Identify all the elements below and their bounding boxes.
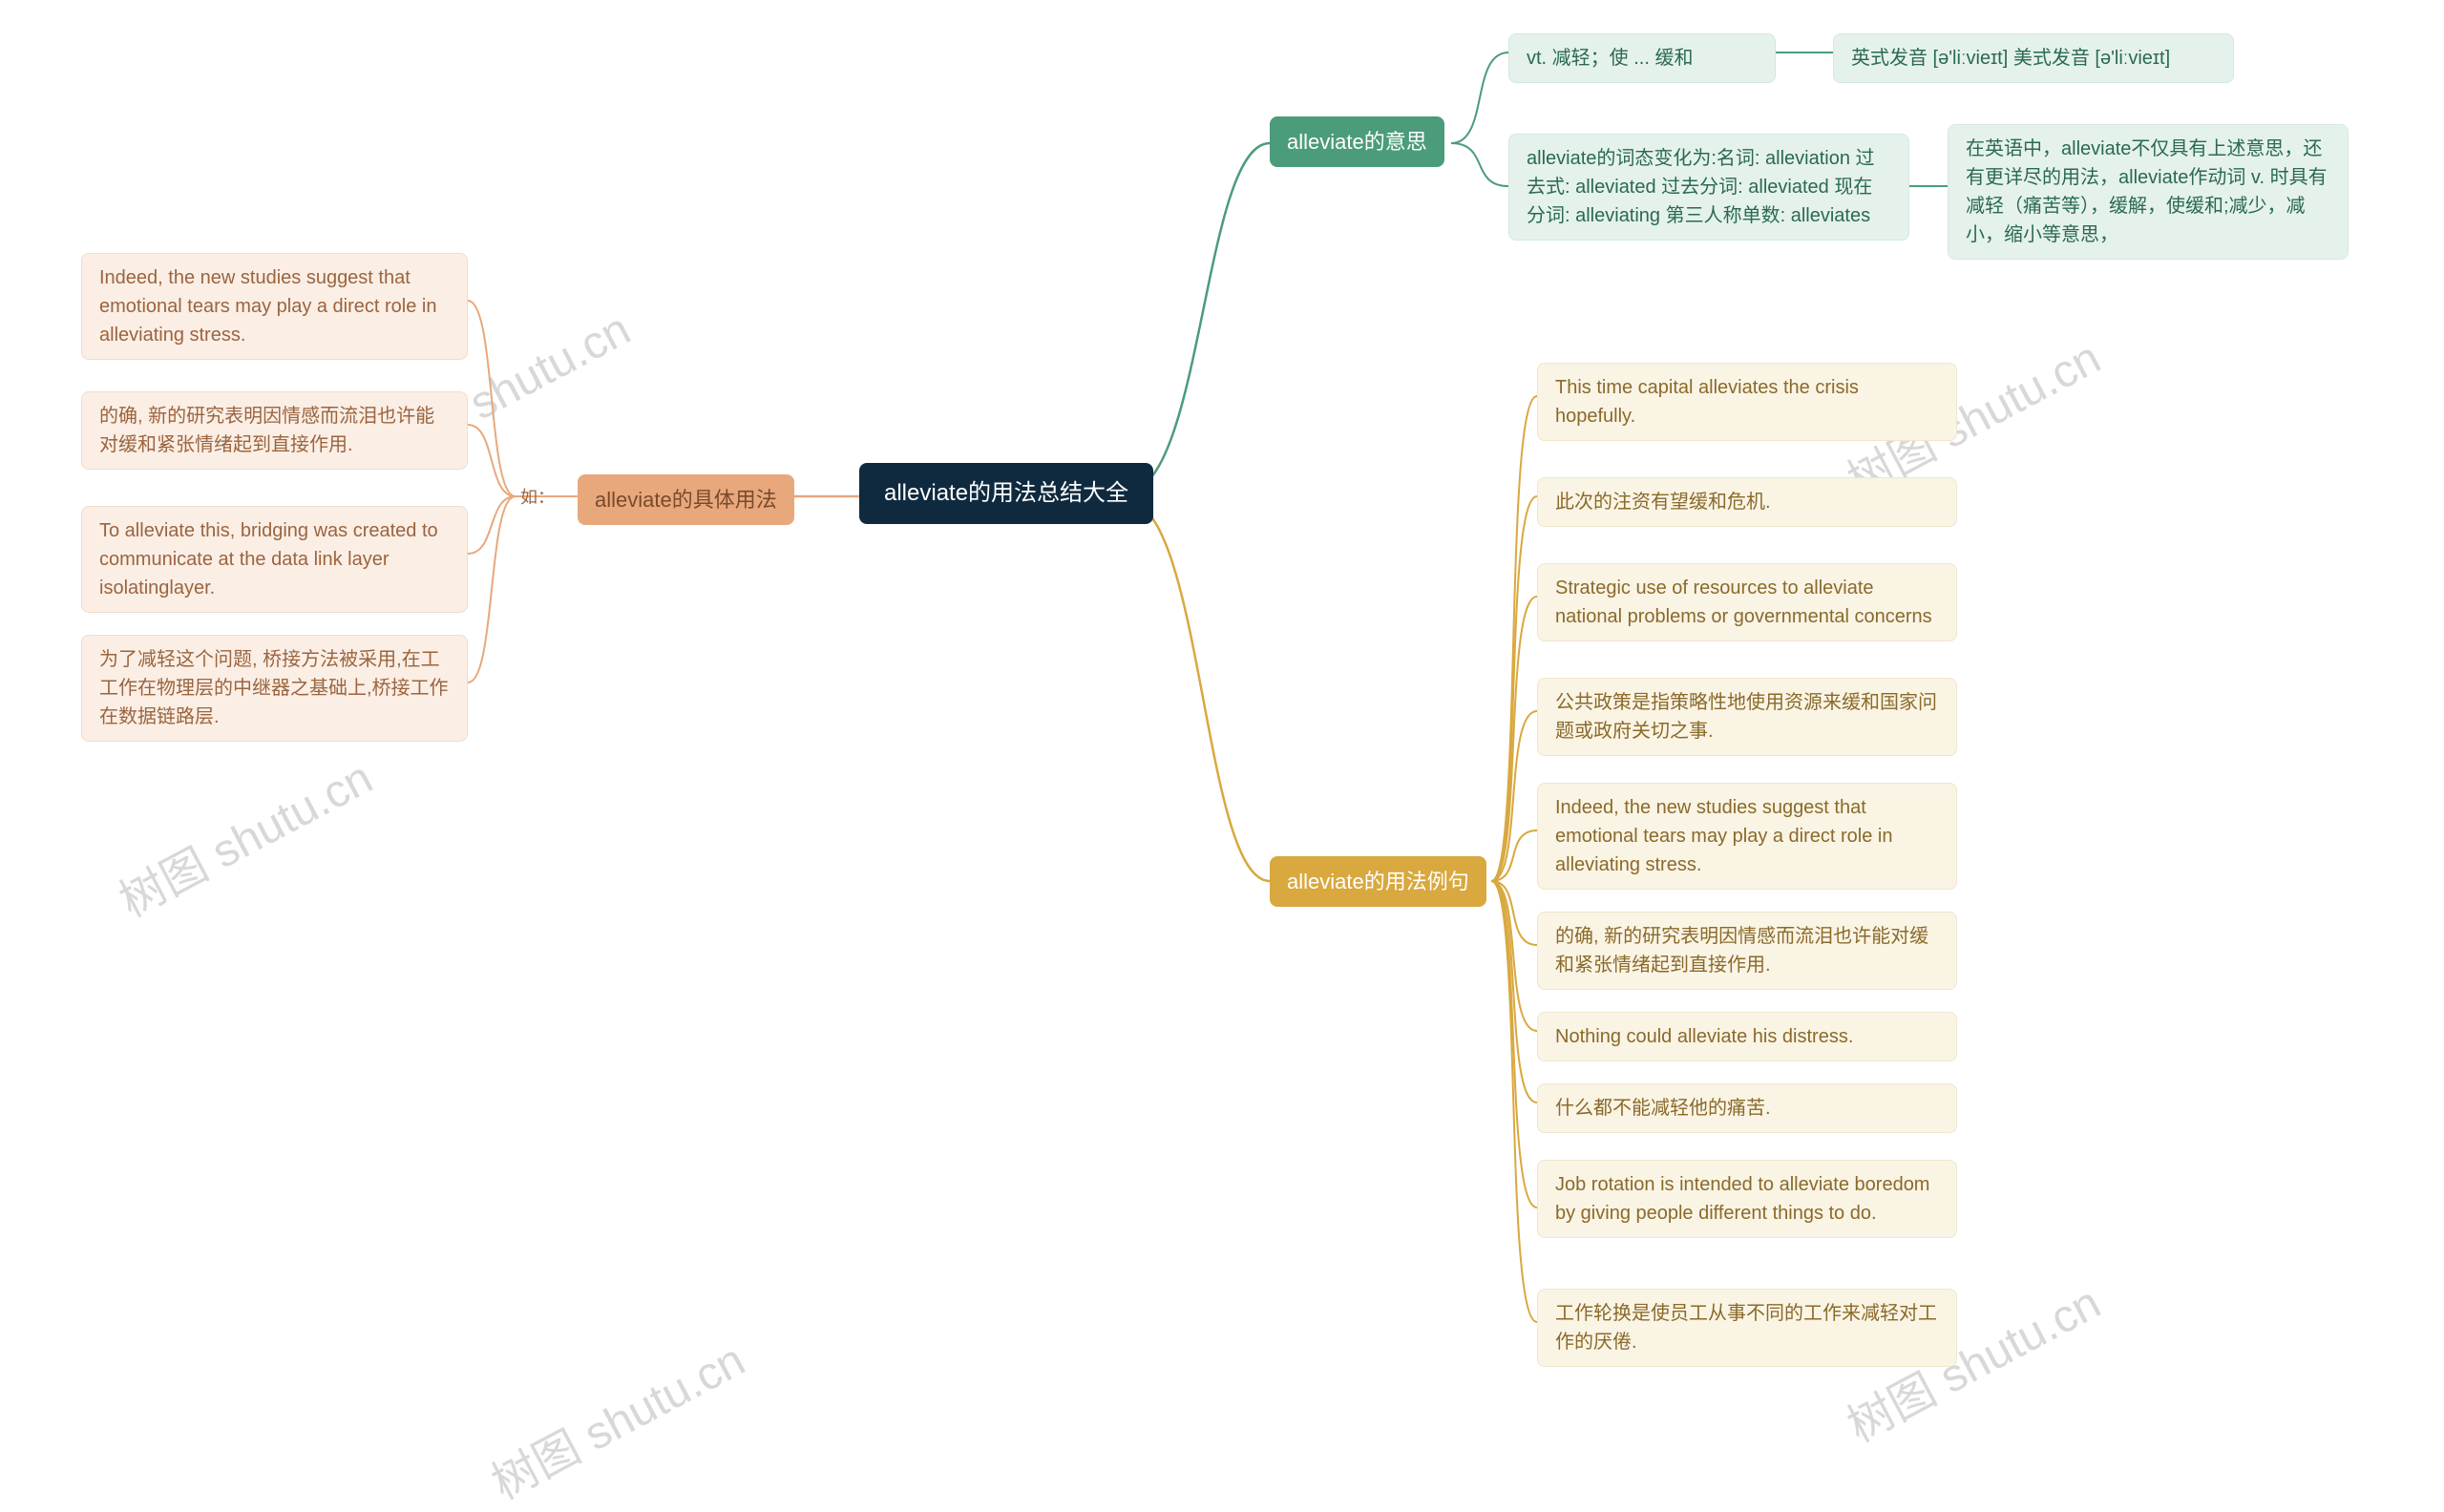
meaning-leaf-1-text: alleviate的词态变化为:名词: alleviation 过去式: all… [1527, 148, 1875, 226]
branch-meaning-label: alleviate的意思 [1287, 130, 1427, 154]
meaning-leaf-0-child: 英式发音 [ə'liːvieɪt] 美式发音 [ə'liːvieɪt] [1833, 33, 2234, 83]
usage-leaf-2-text: To alleviate this, bridging was created … [99, 520, 438, 598]
branch-examples: alleviate的用法例句 [1270, 856, 1486, 907]
usage-leaf-2: To alleviate this, bridging was created … [81, 506, 468, 613]
examples-leaf-4: Indeed, the new studies suggest that emo… [1537, 783, 1957, 890]
meaning-leaf-1: alleviate的词态变化为:名词: alleviation 过去式: all… [1508, 134, 1909, 241]
usage-leaf-0-text: Indeed, the new studies suggest that emo… [99, 267, 437, 346]
usage-leaf-1-text: 的确, 新的研究表明因情感而流泪也许能对缓和紧张情绪起到直接作用. [99, 406, 434, 455]
root-node: alleviate的用法总结大全 [859, 463, 1153, 524]
examples-leaf-8-text: Job rotation is intended to alleviate bo… [1555, 1174, 1929, 1224]
watermark: 树图 shutu.cn [106, 741, 383, 930]
branch-usage-label: alleviate的具体用法 [595, 488, 777, 512]
meaning-leaf-0-text: vt. 减轻；使 ... 缓和 [1527, 48, 1693, 69]
examples-leaf-9: 工作轮换是使员工从事不同的工作来减轻对工作的厌倦. [1537, 1289, 1957, 1367]
branch-meaning: alleviate的意思 [1270, 116, 1444, 167]
examples-leaf-6-text: Nothing could alleviate his distress. [1555, 1026, 1853, 1047]
examples-leaf-5: 的确, 新的研究表明因情感而流泪也许能对缓和紧张情绪起到直接作用. [1537, 912, 1957, 990]
examples-leaf-2-text: Strategic use of resources to alleviate … [1555, 578, 1932, 627]
examples-leaf-0: This time capital alleviates the crisis … [1537, 363, 1957, 441]
root-label: alleviate的用法总结大全 [884, 480, 1128, 506]
examples-leaf-0-text: This time capital alleviates the crisis … [1555, 377, 1859, 427]
examples-leaf-9-text: 工作轮换是使员工从事不同的工作来减轻对工作的厌倦. [1555, 1303, 1937, 1353]
meaning-leaf-0: vt. 减轻；使 ... 缓和 [1508, 33, 1776, 83]
branch-examples-label: alleviate的用法例句 [1287, 870, 1469, 893]
branch-usage: alleviate的具体用法 [578, 474, 794, 525]
usage-leaf-3: 为了减轻这个问题, 桥接方法被采用,在工工作在物理层的中继器之基础上,桥接工作在… [81, 635, 468, 742]
usage-leaf-0: Indeed, the new studies suggest that emo… [81, 253, 468, 360]
examples-leaf-4-text: Indeed, the new studies suggest that emo… [1555, 797, 1893, 875]
examples-leaf-6: Nothing could alleviate his distress. [1537, 1012, 1957, 1061]
examples-leaf-5-text: 的确, 新的研究表明因情感而流泪也许能对缓和紧张情绪起到直接作用. [1555, 926, 1928, 976]
examples-leaf-7-text: 什么都不能减轻他的痛苦. [1555, 1098, 1771, 1119]
examples-leaf-3-text: 公共政策是指策略性地使用资源来缓和国家问题或政府关切之事. [1555, 692, 1937, 742]
usage-leaf-1: 的确, 新的研究表明因情感而流泪也许能对缓和紧张情绪起到直接作用. [81, 391, 468, 470]
meaning-leaf-1-child-text: 在英语中，alleviate不仅具有上述意思，还有更详尽的用法，alleviat… [1966, 138, 2328, 245]
usage-connector-label: 如： [520, 484, 555, 509]
examples-leaf-2: Strategic use of resources to alleviate … [1537, 563, 1957, 641]
examples-leaf-3: 公共政策是指策略性地使用资源来缓和国家问题或政府关切之事. [1537, 678, 1957, 756]
examples-leaf-1: 此次的注资有望缓和危机. [1537, 477, 1957, 527]
usage-leaf-3-text: 为了减轻这个问题, 桥接方法被采用,在工工作在物理层的中继器之基础上,桥接工作在… [99, 649, 449, 727]
meaning-leaf-1-child: 在英语中，alleviate不仅具有上述意思，还有更详尽的用法，alleviat… [1948, 124, 2349, 260]
examples-leaf-1-text: 此次的注资有望缓和危机. [1555, 492, 1771, 513]
examples-leaf-8: Job rotation is intended to alleviate bo… [1537, 1160, 1957, 1238]
examples-leaf-7: 什么都不能减轻他的痛苦. [1537, 1083, 1957, 1133]
watermark: 树图 shutu.cn [478, 1323, 755, 1512]
meaning-leaf-0-child-text: 英式发音 [ə'liːvieɪt] 美式发音 [ə'liːvieɪt] [1851, 48, 2170, 69]
